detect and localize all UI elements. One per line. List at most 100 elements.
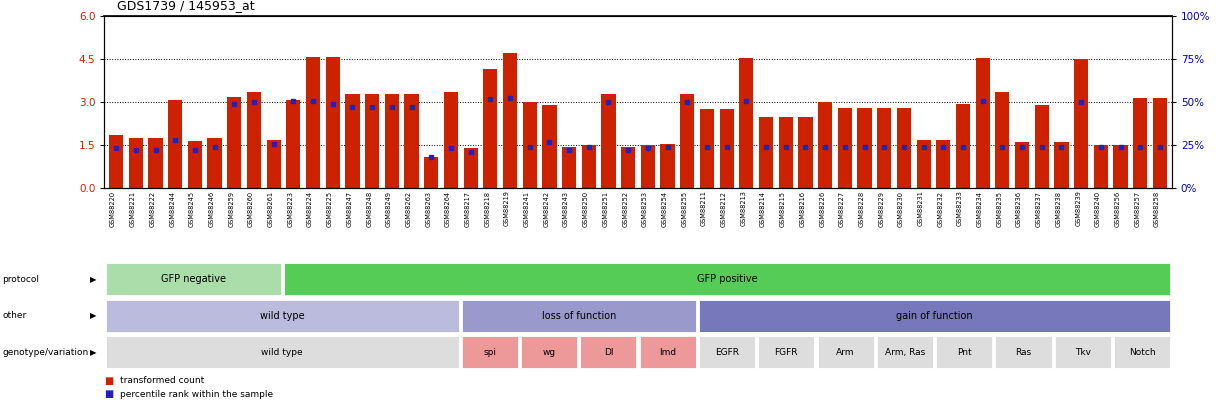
Text: GDS1739 / 145953_at: GDS1739 / 145953_at [117, 0, 254, 12]
Text: GSM88222: GSM88222 [150, 190, 156, 227]
Text: transformed count: transformed count [120, 376, 205, 385]
Bar [740, 58, 753, 188]
Text: GSM88260: GSM88260 [248, 190, 254, 227]
Bar [621, 147, 636, 188]
Bar [503, 53, 517, 188]
FancyBboxPatch shape [106, 336, 459, 369]
Text: GSM88229: GSM88229 [879, 190, 885, 226]
Text: wg: wg [542, 348, 556, 357]
Bar [345, 94, 360, 188]
FancyBboxPatch shape [461, 300, 696, 332]
Bar [799, 117, 812, 188]
Text: GSM88264: GSM88264 [445, 190, 452, 227]
Bar [1015, 143, 1029, 188]
Text: GSM88221: GSM88221 [130, 190, 136, 226]
Text: GFP positive: GFP positive [697, 275, 757, 284]
Text: GSM88230: GSM88230 [898, 190, 904, 226]
Text: ▶: ▶ [91, 275, 97, 284]
Text: GSM88228: GSM88228 [859, 190, 865, 227]
Bar [582, 145, 596, 188]
Text: spi: spi [483, 348, 496, 357]
Text: GSM88217: GSM88217 [465, 190, 471, 226]
Text: GSM88245: GSM88245 [189, 190, 195, 227]
Text: GSM88240: GSM88240 [1094, 190, 1101, 227]
Text: Arm: Arm [837, 348, 855, 357]
Bar [1093, 145, 1108, 188]
Bar [1113, 145, 1128, 188]
Text: GSM88219: GSM88219 [504, 190, 510, 226]
Bar [385, 94, 399, 188]
Text: GSM88258: GSM88258 [1153, 190, 1160, 227]
Text: GSM88236: GSM88236 [1016, 190, 1022, 226]
Text: GSM88250: GSM88250 [583, 190, 589, 227]
Text: wild type: wild type [261, 348, 303, 357]
Text: GSM88252: GSM88252 [622, 190, 628, 227]
Bar [483, 69, 497, 188]
Text: Dl: Dl [604, 348, 614, 357]
Bar [562, 147, 577, 188]
Text: GSM88253: GSM88253 [642, 190, 648, 226]
Bar [897, 108, 910, 188]
Text: GSM88259: GSM88259 [228, 190, 234, 226]
Text: GSM88212: GSM88212 [720, 190, 726, 226]
Text: GSM88213: GSM88213 [740, 190, 746, 226]
FancyBboxPatch shape [995, 336, 1052, 369]
Text: GSM88218: GSM88218 [485, 190, 491, 226]
FancyBboxPatch shape [699, 300, 1171, 332]
Bar [1034, 105, 1049, 188]
Bar [858, 108, 871, 188]
FancyBboxPatch shape [283, 263, 1171, 296]
Bar [542, 105, 557, 188]
Bar [601, 94, 616, 188]
Text: GSM88257: GSM88257 [1134, 190, 1140, 227]
Text: GSM88234: GSM88234 [977, 190, 983, 226]
FancyBboxPatch shape [461, 336, 518, 369]
Bar [877, 108, 891, 188]
Bar [129, 138, 142, 188]
Bar [325, 57, 340, 188]
Text: GSM88249: GSM88249 [385, 190, 391, 226]
Bar [917, 140, 931, 188]
Bar [266, 140, 281, 188]
Text: GSM88214: GSM88214 [760, 190, 766, 226]
Text: ■: ■ [104, 389, 114, 399]
Text: GSM88251: GSM88251 [602, 190, 609, 226]
Text: GSM88254: GSM88254 [661, 190, 667, 227]
Text: other: other [2, 311, 27, 320]
Bar [148, 138, 163, 188]
Text: loss of function: loss of function [541, 311, 616, 321]
Text: ▶: ▶ [91, 348, 97, 357]
Text: ■: ■ [104, 376, 114, 386]
FancyBboxPatch shape [106, 300, 459, 332]
Bar [936, 140, 951, 188]
Text: GSM88255: GSM88255 [681, 190, 687, 227]
Bar [995, 92, 1010, 188]
Text: Notch: Notch [1129, 348, 1156, 357]
Bar [1074, 59, 1088, 188]
Text: Pnt: Pnt [957, 348, 972, 357]
Text: Tkv: Tkv [1075, 348, 1091, 357]
FancyBboxPatch shape [699, 336, 755, 369]
FancyBboxPatch shape [580, 336, 637, 369]
Text: Ras: Ras [1016, 348, 1032, 357]
Bar [425, 157, 438, 188]
Text: GSM88220: GSM88220 [110, 190, 117, 227]
Bar [956, 104, 971, 188]
Bar [366, 94, 379, 188]
Text: GFP negative: GFP negative [161, 275, 226, 284]
Text: GSM88224: GSM88224 [307, 190, 313, 227]
Text: GSM88263: GSM88263 [426, 190, 431, 226]
FancyBboxPatch shape [877, 336, 933, 369]
Text: GSM88246: GSM88246 [209, 190, 215, 227]
Bar [227, 96, 242, 188]
Text: GSM88241: GSM88241 [524, 190, 530, 226]
Bar [680, 94, 694, 188]
Bar [464, 148, 477, 188]
Bar [975, 58, 990, 188]
Text: GSM88233: GSM88233 [957, 190, 963, 226]
Bar [1134, 98, 1147, 188]
Text: GSM88239: GSM88239 [1075, 190, 1081, 226]
FancyBboxPatch shape [817, 336, 874, 369]
Bar [1054, 143, 1069, 188]
Bar [1153, 98, 1167, 188]
